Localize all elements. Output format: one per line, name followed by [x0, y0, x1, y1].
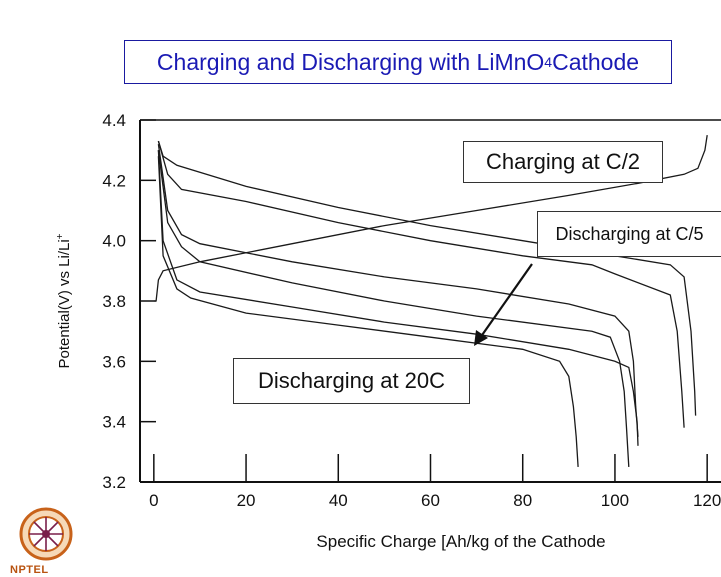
- y-tick-label: 3.6: [102, 352, 126, 371]
- series-line-3: [157, 140, 685, 428]
- x-tick-label: 120: [693, 491, 721, 510]
- series-line-7: [157, 156, 579, 467]
- x-tick-label: 100: [601, 491, 629, 510]
- chart-title-box: Charging and Discharging with LiMnO 4 Cath…: [124, 40, 672, 84]
- y-tick-label: 3.8: [102, 292, 126, 311]
- series-line-1: [153, 135, 708, 302]
- nptel-logo-text: NPTEL: [10, 564, 49, 576]
- title-prefix: Charging and Discharging with LiMnO: [156, 48, 545, 75]
- x-tick-label: 0: [149, 491, 158, 510]
- y-tick-label: 3.2: [102, 473, 126, 492]
- series-group: [153, 135, 708, 467]
- y-tick-label: 4.0: [102, 232, 126, 251]
- discharging-fast-callout: Discharging at 20C: [233, 358, 470, 404]
- nptel-wheel-logo-icon: [19, 507, 73, 561]
- charging-callout: Charging at C/2: [463, 141, 663, 183]
- callout-arrow: [474, 263, 533, 346]
- x-tick-label: 20: [237, 491, 256, 510]
- y-axis-label: Potential(V) vs Li/Li+: [55, 233, 73, 368]
- ticks: 0 20 40 60 80 100 120 3.2 3.4 3.6 3.8 4.0 4.2 4.4: [102, 111, 721, 510]
- x-tick-label: 40: [329, 491, 348, 510]
- discharging-slow-callout-label: Discharging at C/5: [555, 223, 704, 244]
- title-subscript: 4: [544, 54, 553, 70]
- y-tick-label: 4.2: [102, 171, 126, 190]
- series-line-4: [157, 144, 639, 437]
- discharging-fast-callout-label: Discharging at 20C: [257, 368, 446, 393]
- x-tick-label: 60: [421, 491, 440, 510]
- title-suffix: Cathode: [552, 48, 640, 75]
- x-axis-label: Specific Charge [Ah/kg of the Cathode: [316, 532, 605, 551]
- discharging-slow-callout: Discharging at C/5: [537, 211, 721, 257]
- series-line-2: [157, 140, 697, 416]
- y-tick-label: 3.4: [102, 413, 126, 432]
- charging-callout-label: Charging at C/2: [485, 149, 641, 174]
- series-line-5: [157, 150, 630, 467]
- y-tick-label: 4.4: [102, 111, 126, 130]
- x-tick-label: 80: [513, 491, 532, 510]
